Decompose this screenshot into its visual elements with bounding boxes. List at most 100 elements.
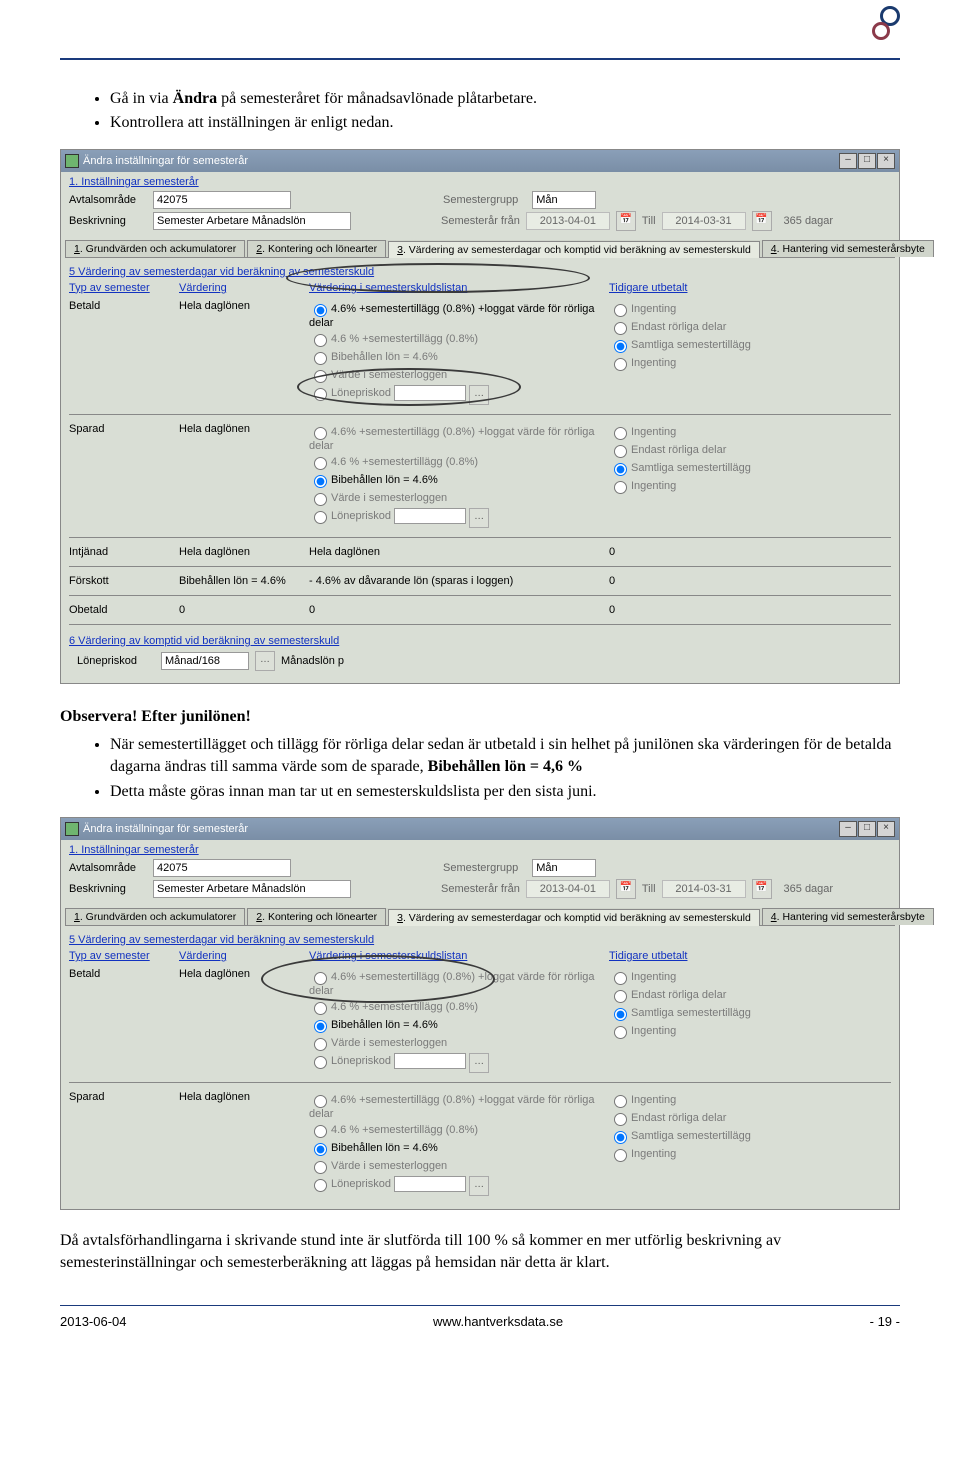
- radio-sparad-3[interactable]: [314, 475, 327, 488]
- section-1-header: 1. Inställningar semesterår: [61, 172, 899, 190]
- radio-bd2-2[interactable]: [614, 990, 627, 1003]
- till-label: Till: [642, 883, 656, 895]
- datepicker-icon[interactable]: 📅: [752, 879, 772, 899]
- radio-betald-4[interactable]: [314, 370, 327, 383]
- row-intjanad-c: Hela daglönen: [309, 546, 609, 558]
- radio-b2-4[interactable]: [314, 1038, 327, 1051]
- radio-betald-3[interactable]: [314, 352, 327, 365]
- footer-page: - 19 -: [870, 1314, 900, 1329]
- semesterar-fran-field: 2013-04-01: [526, 880, 610, 898]
- row-sparad-typ: Sparad: [69, 1091, 179, 1103]
- row-sparad-vard: Hela daglönen: [179, 423, 309, 435]
- radio-sparad-1[interactable]: [314, 427, 327, 440]
- mid-bullet-1: När semestertillägget och tillägg för rö…: [110, 734, 900, 779]
- tab-4[interactable]: 4. Hantering vid semesterårsbyte: [762, 908, 934, 925]
- row-forskott-a: Förskott: [69, 575, 179, 587]
- radio-s2-2[interactable]: [314, 1125, 327, 1138]
- col-vardering: Värdering: [179, 282, 309, 294]
- radio-sd2-4[interactable]: [614, 1149, 627, 1162]
- footer-date: 2013-06-04: [60, 1314, 127, 1329]
- lonepriskod-field[interactable]: Månad/168: [161, 652, 249, 670]
- row-intjanad-b: Hela daglönen: [179, 546, 309, 558]
- col-typ: Typ av semester: [69, 282, 179, 294]
- radio-s2-4[interactable]: [314, 1161, 327, 1174]
- radio-b2-5[interactable]: [314, 1056, 327, 1069]
- radio-sd2-3[interactable]: [614, 1131, 627, 1144]
- maximize-button[interactable]: □: [858, 153, 876, 169]
- row-sparad-opts: 4.6% +semestertillägg (0.8%) +loggat vär…: [309, 423, 609, 529]
- minimize-button[interactable]: –: [839, 153, 857, 169]
- radio-betald-5[interactable]: [314, 388, 327, 401]
- close-button[interactable]: ×: [877, 153, 895, 169]
- radio-sd-3[interactable]: [614, 463, 627, 476]
- tab-1[interactable]: 1. Grundvärden och ackumulatorer: [65, 240, 245, 257]
- avtalsomrade-field[interactable]: 42075: [153, 191, 291, 209]
- observera-heading: Observera! Efter junilönen!: [60, 708, 900, 726]
- settings-window-1: Ändra inställningar för semesterår – □ ×…: [60, 149, 900, 684]
- semesterar-fran-label: Semesterår från: [441, 883, 520, 895]
- intro-bullet-2: Kontrollera att inställningen är enligt …: [110, 112, 900, 134]
- lookup-icon[interactable]: …: [469, 385, 489, 405]
- radio-bd-2[interactable]: [614, 322, 627, 335]
- radio-bd-4[interactable]: [614, 358, 627, 371]
- semestergrupp-field[interactable]: Mån: [532, 859, 596, 877]
- minimize-button[interactable]: –: [839, 821, 857, 837]
- tab-2[interactable]: 2. Kontering och lönearter: [247, 908, 386, 925]
- row-sparad-typ: Sparad: [69, 423, 179, 435]
- datepicker-icon[interactable]: 📅: [752, 211, 772, 231]
- row-intjanad-d: 0: [609, 546, 809, 558]
- radio-betald-1[interactable]: [314, 304, 327, 317]
- beskrivning-label: Beskrivning: [69, 883, 147, 895]
- tab-4[interactable]: 4. Hantering vid semesterårsbyte: [762, 240, 934, 257]
- titlebar: Ändra inställningar för semesterår – □ ×: [61, 818, 899, 840]
- tab-3[interactable]: 3. Värdering av semesterdagar och kompti…: [388, 241, 760, 258]
- lookup-icon[interactable]: …: [469, 1176, 489, 1196]
- radio-b2-3[interactable]: [314, 1020, 327, 1033]
- radio-sd-1[interactable]: [614, 427, 627, 440]
- window-title: Ändra inställningar för semesterår: [83, 155, 248, 167]
- radio-sd2-1[interactable]: [614, 1095, 627, 1108]
- tab-3[interactable]: 3. Värdering av semesterdagar och kompti…: [388, 909, 760, 926]
- beskrivning-field[interactable]: Semester Arbetare Månadslön: [153, 880, 351, 898]
- close-button[interactable]: ×: [877, 821, 895, 837]
- radio-betald-2[interactable]: [314, 334, 327, 347]
- dagar-label: 365 dagar: [784, 215, 834, 227]
- radio-sparad-5[interactable]: [314, 511, 327, 524]
- radio-s2-3[interactable]: [314, 1143, 327, 1156]
- radio-b2-1[interactable]: [314, 972, 327, 985]
- section-5-header: 5 Värdering av semesterdagar vid beräkni…: [69, 930, 891, 948]
- radio-bd-3[interactable]: [614, 340, 627, 353]
- datepicker-icon[interactable]: 📅: [616, 211, 636, 231]
- col-lista: Värdering i semesterskuldslistan: [309, 282, 609, 294]
- radio-sd2-2[interactable]: [614, 1113, 627, 1126]
- beskrivning-field[interactable]: Semester Arbetare Månadslön: [153, 212, 351, 230]
- datepicker-icon[interactable]: 📅: [616, 879, 636, 899]
- radio-bd-1[interactable]: [614, 304, 627, 317]
- maximize-button[interactable]: □: [858, 821, 876, 837]
- radio-bd2-4[interactable]: [614, 1026, 627, 1039]
- tab-2[interactable]: 2. Kontering och lönearter: [247, 240, 386, 257]
- avtalsomrade-field[interactable]: 42075: [153, 859, 291, 877]
- semestergrupp-label: Semestergrupp: [443, 862, 518, 874]
- radio-bd2-3[interactable]: [614, 1008, 627, 1021]
- radio-sd-4[interactable]: [614, 481, 627, 494]
- radio-sd-2[interactable]: [614, 445, 627, 458]
- row-obetald-d: 0: [609, 604, 809, 616]
- radio-s2-5[interactable]: [314, 1179, 327, 1192]
- radio-sparad-4[interactable]: [314, 493, 327, 506]
- avtalsomrade-label: Avtalsområde: [69, 862, 147, 874]
- row-betald-opts: 4.6% +semestertillägg (0.8%) +loggat vär…: [309, 300, 609, 406]
- lookup-icon[interactable]: …: [469, 508, 489, 528]
- radio-bd2-1[interactable]: [614, 972, 627, 985]
- radio-s2-1[interactable]: [314, 1095, 327, 1108]
- semestergrupp-field[interactable]: Mån: [532, 191, 596, 209]
- tab-1[interactable]: 1. Grundvärden och ackumulatorer: [65, 908, 245, 925]
- row-betald-d: Ingenting Endast rörliga delar Samtliga …: [609, 300, 809, 372]
- section-6-header: 6 Värdering av komptid vid beräkning av …: [69, 631, 891, 649]
- lookup-icon[interactable]: …: [255, 651, 275, 671]
- col-lista: Värdering i semesterskuldslistan: [309, 950, 609, 962]
- till-field: 2014-03-31: [662, 880, 746, 898]
- radio-b2-2[interactable]: [314, 1002, 327, 1015]
- radio-sparad-2[interactable]: [314, 457, 327, 470]
- lookup-icon[interactable]: …: [469, 1053, 489, 1073]
